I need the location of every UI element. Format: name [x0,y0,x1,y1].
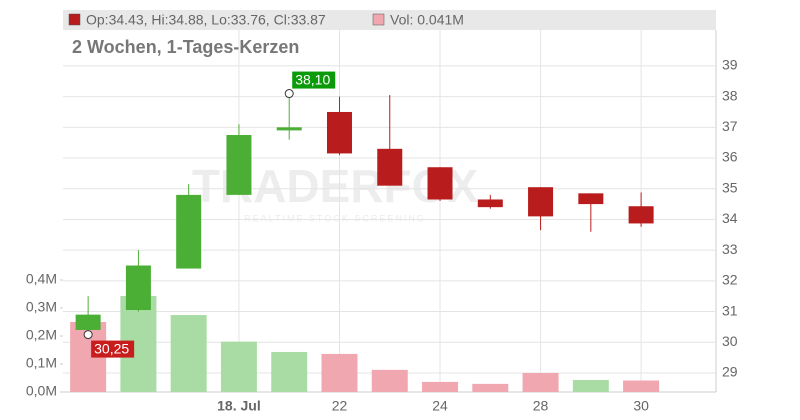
volume-bar [371,369,408,392]
low-marker [83,330,93,340]
volume-bar [321,353,358,392]
y-tick-label: 29 [722,364,738,380]
x-tick-label: 24 [432,398,448,414]
candle-body [326,111,352,154]
candle-body [125,265,151,311]
volume-bar [572,379,609,392]
volume-bar [623,380,660,392]
y2-tick-label: 0,4M [26,271,57,287]
x-tick-label: 30 [633,398,649,414]
volume-bar [422,381,459,392]
low-label: 30,25 [94,340,129,356]
y-tick-label: 30 [722,333,738,349]
candle-body [176,194,202,269]
high-marker [284,89,294,99]
y-tick-label: 35 [722,179,738,195]
x-tick-label: 28 [533,398,549,414]
x-tick-label: 18. Jul [217,398,261,414]
y-tick-label: 32 [722,272,738,288]
y-tick-label: 37 [722,118,738,134]
high-label-box [292,71,336,89]
y2-tick-label: 0,0M [26,383,57,399]
y-tick-label: 39 [722,57,738,73]
candle-body [75,314,101,330]
y-tick-label: 33 [722,241,738,257]
volume-bar [220,341,257,392]
subtitle: 2 Wochen, 1-Tages-Kerzen [72,37,299,57]
y-tick-label: 38 [722,87,738,103]
ohlc-swatch [68,13,81,26]
candle-body [628,206,654,224]
volume-bar [170,315,207,392]
candle-body [377,148,403,186]
y-tick-label: 31 [722,302,738,318]
ohlc-header: Op:34.43, Hi:34.88, Lo:33.76, Cl:33.87 [86,12,326,28]
candle-body [528,187,554,217]
y2-tick-label: 0,1M [26,355,57,371]
x-tick-label: 22 [332,398,348,414]
candle-body [276,127,302,131]
header-bar [63,10,716,30]
candle-body [477,199,503,208]
candle-body [578,193,604,205]
volume-bar [472,383,509,392]
low-label-box [91,340,135,358]
volume-swatch [372,13,385,26]
volume-bar [271,351,308,392]
y-tick-label: 34 [722,210,738,226]
candle-body [226,135,252,195]
watermark-sub: REALTIME STOCK SCREENING [244,213,426,223]
y2-tick-label: 0,2M [26,327,57,343]
high-label: 38,10 [295,71,330,87]
y2-tick-label: 0,3M [26,299,57,315]
volume-bar [522,372,559,392]
volume-header: Vol: 0.041M [390,12,464,28]
candle-body [427,167,453,200]
y-tick-label: 36 [722,149,738,165]
